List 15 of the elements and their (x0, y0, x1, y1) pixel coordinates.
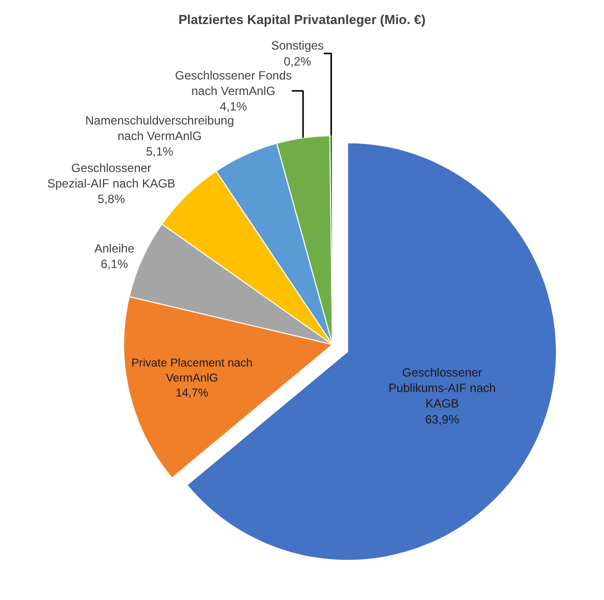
data-label: 4,1% (220, 100, 248, 114)
slice-label: Namenschuldverschreibung nach VermAnlG (85, 114, 234, 144)
data-label: 14,7% (176, 387, 208, 400)
slice-label: Geschlossener Spezial-AIF nach KAGB (47, 160, 176, 191)
slice-label: Geschlossener Fonds nach VermAnlG (175, 68, 292, 98)
data-label: 63,9% (425, 412, 460, 426)
data-label: 5,8% (98, 192, 126, 206)
slice-label: Anleihe (94, 242, 135, 256)
slice-label: Private Placement nach VermAnlG (131, 357, 253, 384)
slice-label: Sonstiges (271, 38, 324, 53)
data-label: 5,1% (146, 144, 174, 159)
data-label: 6,1% (100, 257, 128, 272)
slice-label: Geschlossener Publikums-AIF nach KAGB (388, 366, 496, 411)
data-label: 0,2% (284, 54, 312, 68)
chart-title: Platziertes Kapital Privatanleger (Mio. €) (178, 12, 426, 28)
